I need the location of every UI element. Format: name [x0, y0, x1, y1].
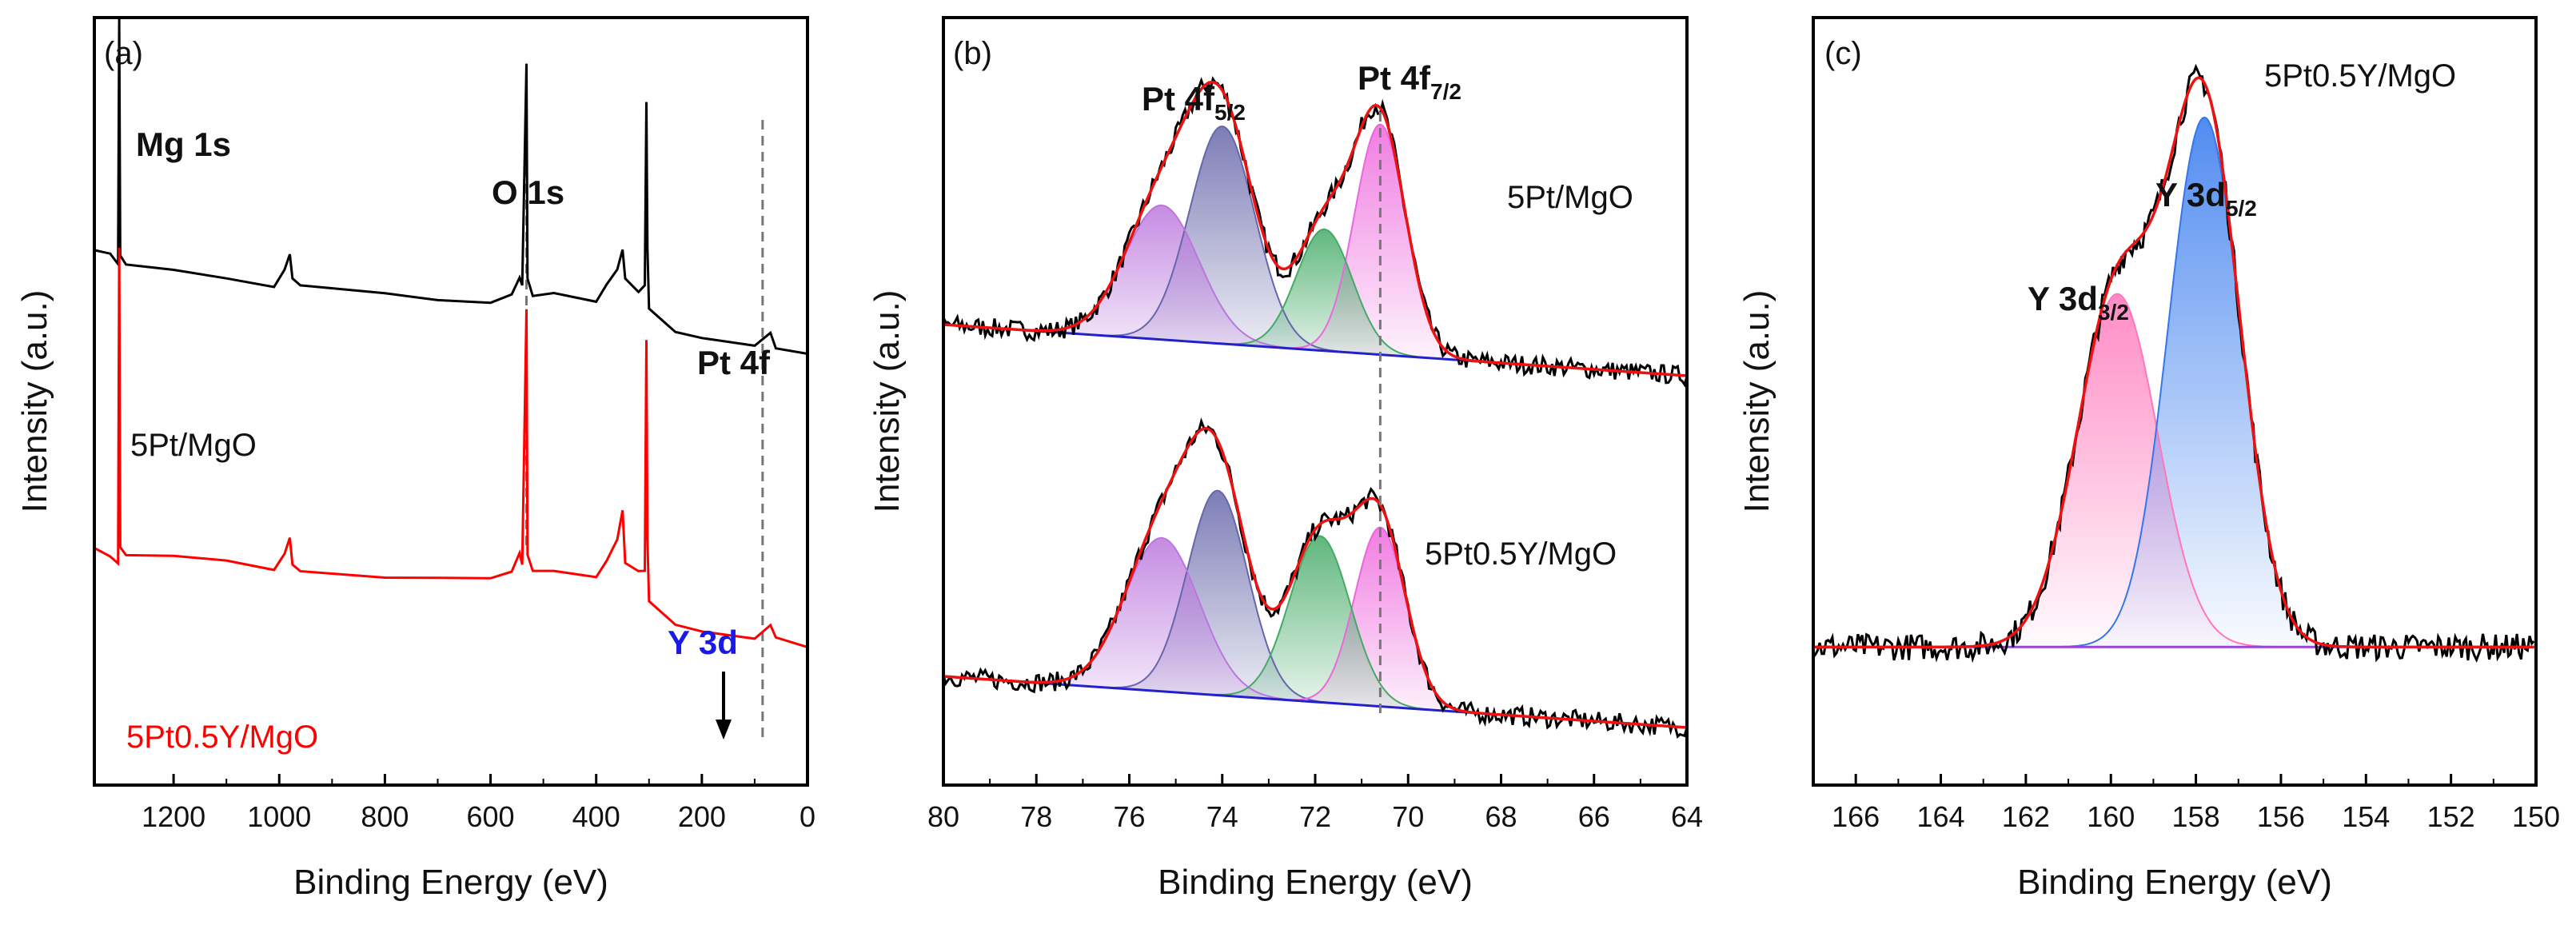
raw-spectrum — [942, 417, 1689, 740]
c-x-tick-label: 150 — [2512, 800, 2560, 833]
a-x-tick-label: 600 — [467, 800, 515, 833]
panel-c-ylabel: Intensity (a.u.) — [1737, 290, 1776, 513]
c-x-tick-label: 162 — [2002, 800, 2050, 833]
panel-c: 166 164 162 160 158 156 154 152 150 (c) Binding … — [1737, 16, 2560, 902]
y3d52-label: Y 3d5/2 — [2155, 176, 2257, 221]
mg1s-label: Mg 1s — [136, 126, 231, 163]
a-x-tick-label: 800 — [361, 800, 409, 833]
b-x-tick-label: 74 — [1206, 800, 1238, 833]
sample-5pt05y-mgo: 5Pt0.5Y/MgO — [1425, 536, 1617, 572]
a-x-tick-label: 1200 — [142, 800, 205, 833]
c-x-tick-label: 154 — [2342, 800, 2390, 833]
series-5pt-mgo — [94, 17, 808, 355]
c-x-tick-label: 166 — [1832, 800, 1880, 833]
sample-label-c: 5Pt0.5Y/MgO — [2264, 58, 2456, 94]
fit-envelope — [943, 80, 1688, 377]
panel-c-frame — [1812, 16, 2538, 787]
panel-c-label: (c) — [1824, 36, 1862, 71]
y3d-arrow — [716, 672, 732, 740]
panel-b-ylabel: Intensity (a.u.) — [867, 290, 907, 513]
fit-peak-fill — [943, 536, 1687, 728]
legend-5pt-mgo: 5Pt/MgO — [130, 428, 257, 463]
a-x-tick-label: 1000 — [247, 800, 311, 833]
panel-b-xlabel: Binding Energy (eV) — [1158, 863, 1473, 902]
fit-peak-fill — [943, 229, 1687, 376]
pt4f52-label: Pt 4f5/2 — [1142, 80, 1246, 125]
series-5pt05y-mgo — [94, 247, 808, 648]
fit-envelope — [943, 427, 1688, 729]
c-x-tick-label: 158 — [2172, 800, 2220, 833]
b-x-tick-label: 78 — [1020, 800, 1052, 833]
legend-5pt05y-mgo: 5Pt0.5Y/MgO — [126, 720, 318, 755]
panel-a: 1200 1000 800 600 400 200 0 (a) Binding Energy… — [15, 16, 815, 902]
y3d-label: Y 3d — [668, 624, 738, 661]
panel-a-frame — [93, 16, 809, 787]
panel-c-xlabel: Binding Energy (eV) — [2017, 863, 2332, 902]
panel-b-label: (b) — [953, 36, 992, 71]
b-x-tick-label: 68 — [1485, 800, 1517, 833]
b-x-tick-label: 66 — [1578, 800, 1610, 833]
pt4f-label: Pt 4f — [697, 344, 771, 381]
fit-peak-fill — [1813, 117, 2536, 648]
panel-a-label: (a) — [104, 36, 143, 71]
panel-b: 80 78 76 74 72 70 68 66 64 (b) Binding Energy (e… — [867, 16, 1703, 902]
o1s-label: O 1s — [492, 173, 564, 211]
b-x-tick-label: 72 — [1299, 800, 1331, 833]
sample-5pt-mgo: 5Pt/MgO — [1507, 180, 1633, 215]
panel-a-ylabel: Intensity (a.u.) — [15, 290, 54, 513]
y3d32-label: Y 3d3/2 — [2028, 280, 2129, 325]
fit-envelope — [1813, 76, 2534, 648]
b-x-tick-label: 70 — [1392, 800, 1424, 833]
c-x-tick-label: 156 — [2257, 800, 2305, 833]
panel-a-xlabel: Binding Energy (eV) — [293, 863, 608, 902]
b-x-tick-label: 80 — [927, 800, 959, 833]
raw-spectrum — [942, 76, 1689, 388]
a-x-tick-label: 200 — [678, 800, 726, 833]
c-x-tick-label: 164 — [1916, 800, 1964, 833]
raw-spectrum — [1812, 63, 2535, 664]
c-x-tick-label: 152 — [2427, 800, 2475, 833]
pt4f72-label: Pt 4f7/2 — [1358, 59, 1461, 104]
b-x-tick-label: 76 — [1113, 800, 1145, 833]
c-x-tick-label: 160 — [2087, 800, 2135, 833]
b-x-tick-label: 64 — [1671, 800, 1703, 833]
a-x-tick-label: 0 — [800, 800, 815, 833]
a-x-tick-label: 400 — [572, 800, 620, 833]
